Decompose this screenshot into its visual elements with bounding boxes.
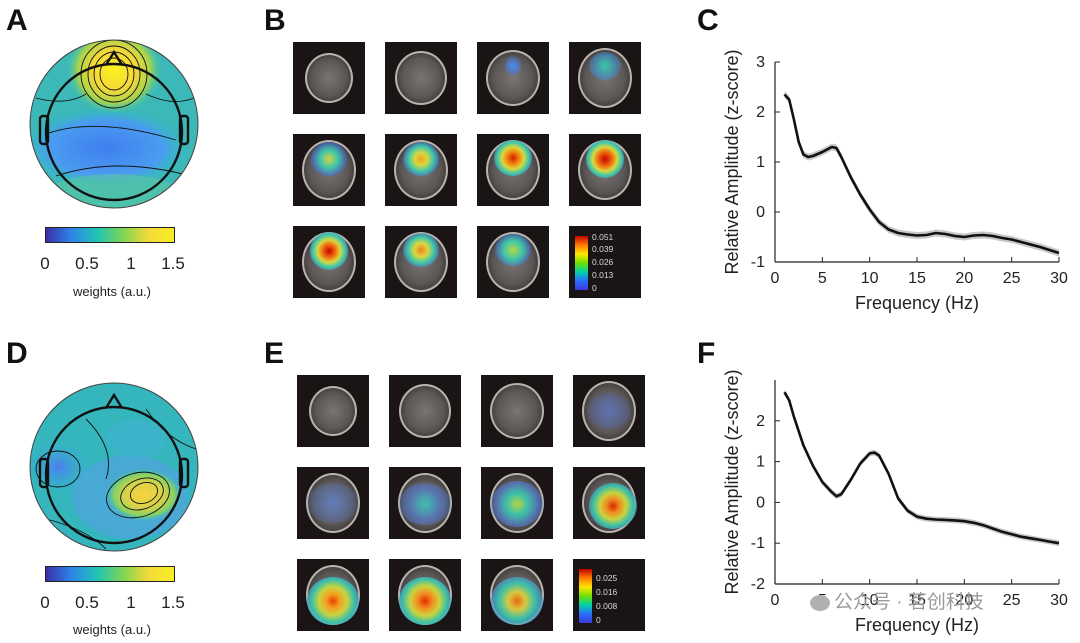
- brain-slice: [477, 42, 549, 114]
- brain-slice: [293, 134, 365, 206]
- brain-slice: [385, 134, 457, 206]
- brain-slice: [385, 226, 457, 298]
- y-tick-label: -2: [751, 576, 765, 593]
- watermark-text: 公众号 · 茗创科技: [834, 592, 984, 613]
- x-tick-label: 10: [861, 270, 879, 287]
- x-tick-label: 25: [1003, 270, 1021, 287]
- brain-slice: [477, 226, 549, 298]
- x-tick-label: 5: [818, 270, 827, 287]
- brain-slice: [481, 375, 553, 447]
- colorscale-b-value: 0: [592, 283, 597, 293]
- panel-label-f: F: [697, 337, 716, 370]
- colorbar-a: [45, 227, 175, 243]
- error-band: [784, 91, 1059, 257]
- brain-slice: [389, 467, 461, 539]
- y-tick-label: -1: [751, 535, 765, 552]
- x-tick-label: 15: [908, 592, 926, 609]
- brain-slice: [389, 559, 461, 631]
- brain-slice: [297, 375, 369, 447]
- x-tick-label: 0: [771, 270, 780, 287]
- colorscale-e-value: 0: [596, 615, 601, 625]
- spectrum-line: [783, 391, 1060, 545]
- brain-slice: [573, 467, 645, 539]
- x-tick-label: 10: [861, 592, 879, 609]
- watermark: 公众号 · 茗创科技: [810, 587, 984, 614]
- colorscale-e-value: 0.016: [596, 587, 618, 597]
- colorbar-d-tick: 1: [126, 593, 136, 612]
- panel-label-d: D: [6, 337, 28, 370]
- x-axis-label: Frequency (Hz): [855, 615, 979, 635]
- colorscale-b-value: 0.026: [592, 257, 614, 267]
- colorscale-b-value: 0.039: [592, 244, 614, 254]
- colorbar-d-label: weights (a.u.): [72, 622, 152, 637]
- y-tick-label: 2: [756, 413, 765, 430]
- colorbar-a-label: weights (a.u.): [72, 284, 152, 299]
- brain-slice: [573, 375, 645, 447]
- source-colorscale-e: 0.025 0.016 0.008 0: [573, 559, 645, 631]
- brain-slice: [385, 42, 457, 114]
- panel-label-b: B: [264, 4, 286, 37]
- brain-slice: [477, 134, 549, 206]
- panel-label-c: C: [697, 4, 719, 37]
- wechat-icon: [810, 594, 830, 611]
- colorbar-a-tick: 1: [126, 254, 136, 273]
- colorbar-d: [45, 566, 175, 582]
- brain-slice: [293, 42, 365, 114]
- brain-slice: [569, 42, 641, 114]
- y-tick-label: 1: [756, 154, 765, 171]
- brain-slice: [481, 467, 553, 539]
- brain-slice: [389, 375, 461, 447]
- colorbar-a-tick: 0: [40, 254, 50, 273]
- y-tick-label: 3: [756, 54, 765, 71]
- y-tick-label: 2: [756, 104, 765, 121]
- brain-slice: [297, 467, 369, 539]
- colorbar-d-tick: 0: [40, 593, 50, 612]
- colorbar-d-tick: 1.5: [161, 593, 185, 612]
- x-tick-label: 20: [955, 592, 973, 609]
- y-tick-label: -1: [751, 254, 765, 271]
- colorbar-d-tick: 0.5: [75, 593, 99, 612]
- colorbar-a-tick: 1.5: [161, 254, 185, 273]
- x-tick-label: 25: [1003, 592, 1021, 609]
- y-axis-label: Relative Amplitude (z-score): [722, 370, 742, 595]
- scalp-topography-d: [29, 382, 199, 552]
- spectrum-line: [783, 93, 1060, 255]
- x-tick-label: 20: [955, 270, 973, 287]
- colorbar-a-tick: 0.5: [75, 254, 99, 273]
- x-tick-label: 0: [771, 592, 780, 609]
- x-axis-label: Frequency (Hz): [855, 293, 979, 313]
- panel-label-e: E: [264, 337, 285, 370]
- spectrum-chart-c: 0 5 10 15 20 25 30 -1 0 1 2 3 Frequency (Hz) Relative…: [722, 49, 1068, 313]
- x-tick-label: 30: [1050, 592, 1068, 609]
- panel-label-a: A: [6, 4, 28, 37]
- brain-slice: [293, 226, 365, 298]
- scalp-topography-a: [29, 39, 199, 209]
- x-tick-label: 30: [1050, 270, 1068, 287]
- colorscale-b-value: 0.051: [592, 232, 614, 242]
- source-colorscale-b: 0.051 0.039 0.026 0.013 0: [569, 226, 641, 298]
- error-band: [784, 389, 1059, 547]
- y-axis-label: Relative Amplitude (z-score): [722, 49, 742, 274]
- brain-slice: [569, 134, 641, 206]
- y-tick-label: 0: [756, 494, 765, 511]
- y-tick-label: 1: [756, 454, 765, 471]
- colorscale-e-value: 0.008: [596, 601, 618, 611]
- x-tick-label: 15: [908, 270, 926, 287]
- y-tick-label: 0: [756, 204, 765, 221]
- colorscale-e-value: 0.025: [596, 573, 618, 583]
- brain-slice: [481, 559, 553, 631]
- brain-slice: [297, 559, 369, 631]
- colorscale-b-value: 0.013: [592, 270, 614, 280]
